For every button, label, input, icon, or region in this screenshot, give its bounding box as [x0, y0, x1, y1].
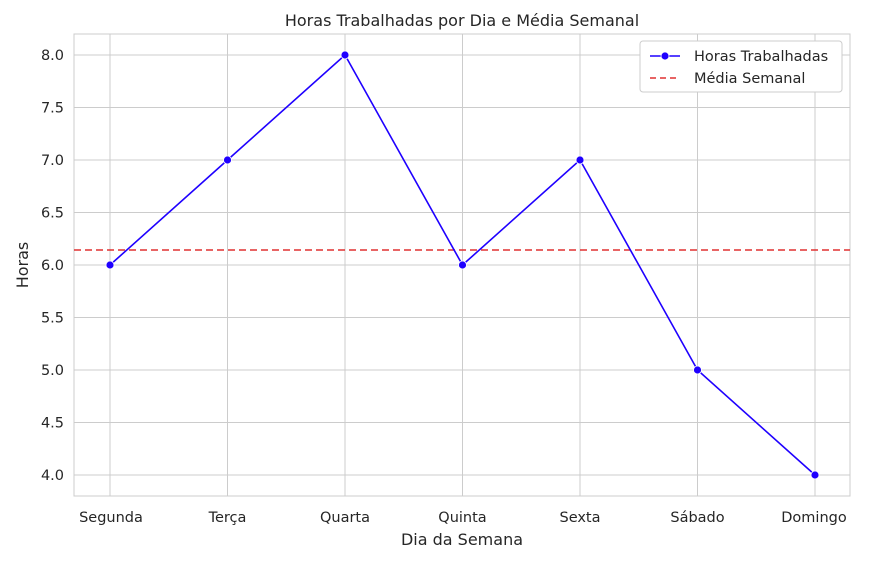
y-tick-label: 5.0 — [41, 363, 64, 379]
legend: Horas Trabalhadas Média Semanal — [639, 40, 843, 93]
chart-title: Horas Trabalhadas por Dia e Média Semana… — [285, 11, 639, 30]
x-tick-label: Sexta — [559, 510, 600, 526]
data-point — [105, 260, 115, 270]
legend-label-horas: Horas Trabalhadas — [694, 49, 828, 65]
y-tick-label: 6.5 — [41, 206, 64, 222]
y-tick-label: 7.0 — [41, 153, 64, 169]
x-tick-label: Quarta — [320, 510, 370, 526]
x-tick-label: Segunda — [79, 510, 143, 526]
data-point — [340, 50, 350, 60]
legend-box — [639, 40, 843, 93]
y-tick-label: 5.5 — [41, 311, 64, 327]
y-tick-labels: 4.0 4.5 5.0 5.5 6.0 6.5 7.0 7.5 8.0 — [41, 48, 64, 484]
x-tick-label: Domingo — [781, 510, 847, 526]
x-tick-label: Quinta — [438, 510, 486, 526]
x-axis-label: Dia da Semana — [401, 530, 523, 549]
data-point — [810, 470, 820, 480]
x-tick-label: Terça — [208, 510, 247, 526]
legend-marker-horas — [660, 51, 670, 61]
data-point — [458, 260, 467, 270]
data-point — [575, 155, 585, 165]
y-tick-label: 8.0 — [41, 48, 64, 64]
y-tick-label: 4.0 — [41, 468, 64, 484]
data-point — [693, 365, 702, 375]
y-tick-label: 7.5 — [41, 101, 64, 117]
x-tick-label: Sábado — [670, 510, 724, 526]
y-tick-label: 4.5 — [41, 416, 64, 432]
legend-label-media: Média Semanal — [694, 71, 805, 87]
y-axis-label: Horas — [13, 242, 32, 289]
series-group — [105, 50, 820, 480]
y-tick-label: 6.0 — [41, 258, 64, 274]
data-point — [223, 155, 232, 165]
x-tick-labels: Segunda Terça Quarta Quinta Sexta Sábado Domin… — [79, 510, 847, 526]
